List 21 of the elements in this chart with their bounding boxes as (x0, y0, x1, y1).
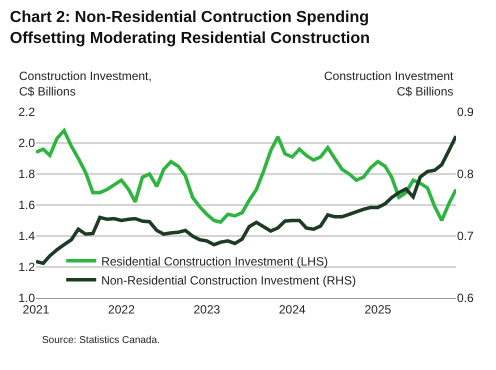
x-tick-label: 2022 (108, 302, 136, 316)
x-tick-label: 2024 (278, 302, 306, 316)
line-series (36, 128, 456, 224)
y-tick-label: 1.4 (18, 229, 36, 244)
y2-tick-label: 0.6 (457, 291, 474, 306)
y2-tick-label: 0.7 (457, 229, 474, 244)
y2-tick-label: 0.8 (457, 167, 474, 182)
x-tick-label: 2025 (364, 302, 392, 316)
y-tick-label: 2.0 (18, 136, 36, 150)
legend-label: Non-Residential Construction Investment (RHS) (101, 273, 356, 288)
y-tick-label: 2.2 (18, 105, 36, 120)
y-tick-label: 1.2 (18, 260, 36, 274)
y-tick-label: 1.8 (18, 167, 36, 182)
y2-tick-label: 0.9 (457, 105, 474, 120)
legend-label: Residential Construction Investment (LHS) (101, 254, 328, 268)
y2-axis-title: Construction Investment C$ Billions (324, 69, 454, 99)
x-tick-label: 2023 (193, 302, 220, 316)
y-tick-label: 1.6 (18, 198, 36, 212)
chart-title: Chart 2: Non-Residential Contruction Spending Offsetting Moderating Residential Construction (10, 9, 370, 47)
source-note: Source: Statistics Canada. (42, 335, 160, 346)
y-axis-title: Construction Investment, C$ Billions (19, 69, 152, 99)
